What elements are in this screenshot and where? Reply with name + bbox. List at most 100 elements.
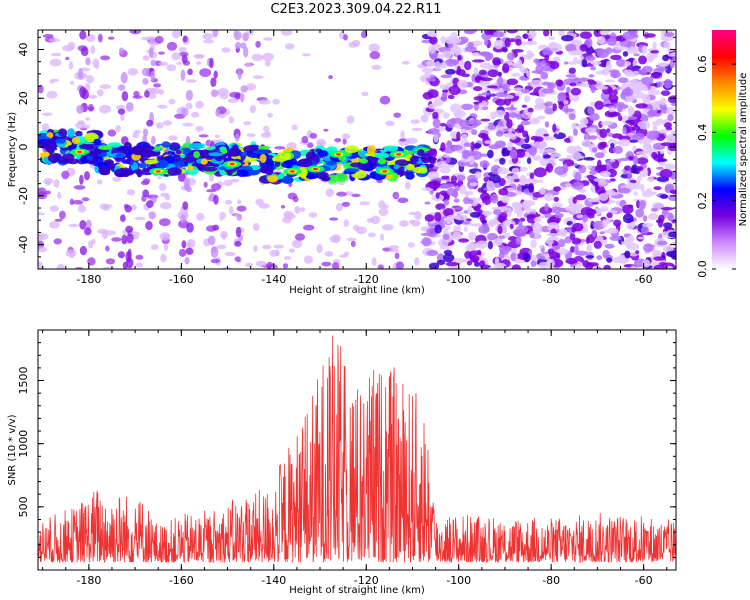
heatmap-blob [282, 263, 289, 269]
heatmap-blob [160, 192, 170, 198]
heatmap-blob [210, 77, 217, 87]
snr-y-label: SNR (10 * v/v) [7, 414, 18, 485]
heatmap-blob [541, 88, 555, 94]
heatmap-blob [396, 153, 402, 156]
heatmap-blob [388, 249, 400, 253]
heatmap-blob [65, 249, 77, 258]
heatmap-blob [617, 104, 623, 113]
heatmap-blob [393, 164, 400, 170]
heatmap-blob [605, 47, 613, 55]
heatmap-blob [571, 237, 582, 245]
heatmap-blob [329, 217, 339, 221]
heatmap-blob [252, 75, 264, 79]
heatmap-blob [325, 188, 334, 197]
heatmap-blob [432, 148, 437, 154]
heatmap-blob [234, 92, 241, 100]
heatmap-blob [641, 45, 648, 55]
heatmap-blob [520, 120, 531, 126]
heatmap-blob [641, 94, 651, 103]
heatmap-blob [508, 128, 513, 133]
heatmap-blob [151, 135, 156, 145]
heatmap-blob [195, 100, 204, 109]
heatmap-blob [282, 216, 292, 224]
heatmap-blob [182, 149, 190, 155]
heatmap-blob [235, 41, 241, 50]
heatmap-blob [85, 34, 96, 42]
heatmap-blob [478, 51, 488, 56]
heatmap-blob [467, 41, 474, 50]
heatmap-blob [149, 87, 161, 95]
heatmap-blob [147, 93, 157, 99]
heatmap-blob [663, 222, 673, 229]
heatmap-blob [468, 231, 477, 241]
heatmap-blob [352, 39, 361, 47]
heatmap-blob [480, 192, 490, 201]
heatmap-blob [160, 253, 167, 263]
heatmap-blob [264, 60, 271, 67]
heatmap-blob [343, 219, 350, 228]
heatmap-blob [210, 258, 221, 264]
heatmap-blob [470, 197, 479, 207]
heatmap-blob [473, 96, 485, 101]
heatmap-blob [148, 211, 156, 220]
heatmap-blob [134, 216, 146, 221]
heatmap-blob [77, 204, 87, 213]
heatmap-blob [99, 84, 112, 90]
heatmap-blob [182, 122, 194, 127]
snr-x-axis: -180 -160 -140 -120 -100 -80 -60 [42, 330, 668, 587]
heatmap-blob [588, 113, 600, 121]
heatmap-blob [530, 79, 543, 89]
heatmap-blob [628, 139, 639, 143]
heatmap-blob [134, 129, 142, 134]
heatmap-blob [157, 176, 162, 180]
heatmap-blob [429, 36, 438, 45]
heatmap-blob [664, 163, 676, 170]
heatmap-blob [511, 167, 520, 174]
heatmap-blob [146, 200, 154, 209]
heatmap-blob [240, 85, 248, 93]
heatmap-blob [87, 106, 95, 112]
heatmap-blob [210, 183, 222, 191]
heatmap-blob [79, 174, 84, 185]
heatmap-blob [306, 174, 319, 179]
heatmap-blob [520, 88, 531, 94]
heatmap-blob [635, 250, 640, 255]
heatmap-blob [658, 62, 669, 67]
heatmap-blob [100, 55, 111, 61]
heatmap-blob [659, 97, 667, 106]
heatmap-blob [498, 120, 504, 127]
heatmap-blob [443, 146, 454, 154]
heatmap-blob [282, 175, 294, 184]
heatmap-blob [629, 30, 638, 36]
heatmap-blob [370, 215, 381, 225]
heatmap-blob [463, 142, 472, 148]
heatmap-blob [458, 238, 470, 243]
heatmap-blob [424, 70, 431, 79]
heatmap-blob [43, 177, 54, 185]
heatmap-blob [477, 187, 484, 193]
heatmap-blob [145, 220, 153, 231]
heatmap-blob [434, 61, 441, 71]
heatmap-blob [553, 186, 561, 192]
heatmap-blob [361, 91, 369, 97]
heatmap-blob [586, 262, 599, 267]
heatmap-blob [627, 46, 639, 54]
heatmap-blob [239, 92, 245, 103]
heatmap-blob [350, 240, 356, 248]
heatmap-blob [126, 233, 134, 244]
heatmap-blob [127, 248, 132, 260]
heatmap-blob [668, 195, 676, 202]
heatmap-blob [144, 159, 159, 165]
heatmap-blob [450, 175, 457, 184]
heatmap-blob [487, 124, 496, 130]
heatmap-blob [432, 111, 439, 119]
heatmap-blob [426, 30, 438, 38]
heatmap-blob [666, 106, 676, 116]
heatmap-blob [184, 256, 190, 265]
heatmap-blob [644, 33, 656, 38]
heatmap-blob [343, 251, 350, 256]
heatmap-blob [493, 238, 503, 247]
heatmap-blob [547, 43, 558, 49]
heatmap-blob [606, 257, 613, 263]
heatmap-blob [493, 109, 506, 118]
